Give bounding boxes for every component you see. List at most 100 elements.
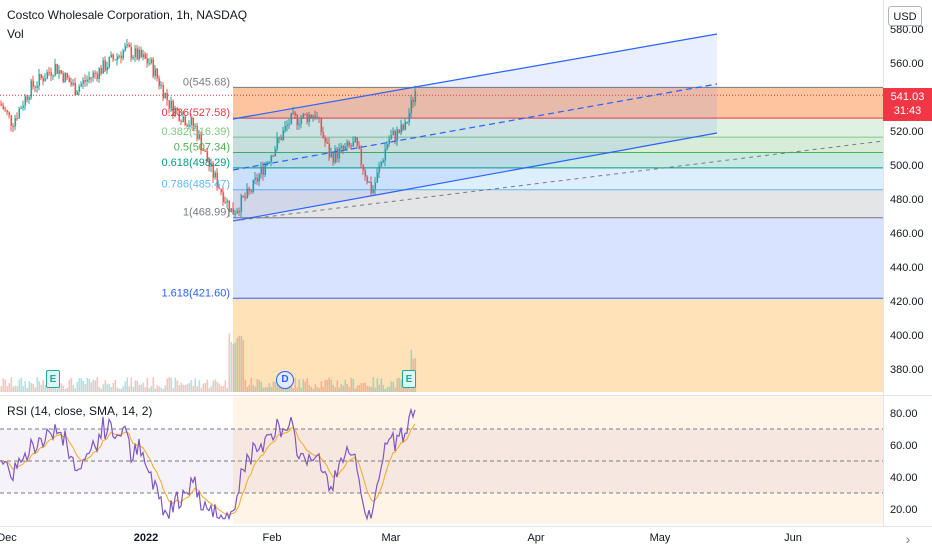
volume-bar: [124, 381, 127, 392]
volume-bar: [70, 377, 73, 392]
candle-body: [302, 113, 305, 119]
candle-body: [80, 83, 83, 87]
time-tick-label: May: [650, 532, 671, 544]
candle-body: [152, 59, 155, 77]
volume-bar: [30, 383, 33, 392]
volume-bar: [228, 333, 231, 392]
volume-bar: [368, 386, 371, 392]
volume-bar: [330, 379, 333, 392]
volume-bar: [190, 380, 193, 392]
candle-body: [132, 57, 135, 59]
candle-body: [248, 188, 251, 191]
currency-button[interactable]: USD: [888, 6, 922, 26]
candle-body: [100, 68, 103, 74]
volume-bar: [80, 378, 83, 392]
volume-bar: [178, 385, 181, 392]
rsi-tick-label: 60.00: [890, 440, 918, 452]
scroll-arrow-icon: ›: [906, 531, 911, 547]
rsi-tick-label: 80.00: [890, 408, 918, 420]
candle-body: [210, 163, 213, 167]
earnings-event-icon[interactable]: E: [402, 370, 416, 388]
symbol-title[interactable]: Costco Wholesale Corporation, 1h, NASDAQ: [7, 8, 248, 22]
candle-body: [204, 150, 207, 152]
candle-body: [340, 145, 343, 149]
candle-body: [372, 189, 375, 193]
volume-bar: [32, 383, 35, 392]
volume-bar: [264, 387, 267, 392]
candle-body: [328, 143, 331, 158]
volume-bar: [128, 386, 131, 392]
volume-bar: [42, 380, 45, 392]
volume-bar: [322, 386, 325, 392]
candle-body: [130, 46, 133, 59]
volume-bar: [0, 386, 3, 392]
candle-body: [170, 101, 173, 109]
candle-body: [404, 121, 407, 130]
candle-body: [136, 48, 139, 60]
volume-bar: [376, 378, 379, 392]
volume-bar: [366, 385, 369, 392]
volume-bar: [252, 385, 255, 392]
candle-body: [246, 188, 249, 198]
earnings-event-icon[interactable]: E: [46, 370, 60, 388]
candle-body: [68, 77, 71, 83]
volume-bar: [216, 381, 219, 392]
candle-body: [288, 124, 291, 126]
candle-body: [72, 82, 75, 85]
volume-bar: [222, 386, 225, 392]
candle-body: [198, 134, 201, 140]
volume-bar: [14, 385, 17, 392]
dividend-event-icon[interactable]: D: [276, 371, 294, 389]
candle-body: [42, 77, 45, 82]
volume-bar: [212, 380, 215, 392]
candle-body: [324, 137, 327, 143]
price-tick-label: 500.00: [890, 160, 924, 172]
candle-body: [406, 121, 409, 123]
volume-bar: [304, 381, 307, 392]
volume-bar: [186, 384, 189, 392]
candle-body: [138, 49, 141, 60]
volume-bar: [306, 378, 309, 392]
volume-bar: [126, 377, 129, 392]
candle-body: [264, 164, 267, 175]
candle-body: [362, 164, 365, 171]
fib-band: [233, 217, 883, 299]
volume-bar: [360, 383, 363, 392]
candle-body: [336, 148, 339, 159]
volume-bar: [164, 385, 167, 392]
price-tick-label: 440.00: [890, 262, 924, 274]
candle-body: [36, 85, 39, 88]
candle-body: [74, 82, 77, 95]
volume-bar: [380, 378, 383, 392]
candle-body: [230, 208, 233, 213]
candle-body: [208, 161, 211, 167]
candle-body: [368, 181, 371, 183]
candle-body: [216, 172, 219, 188]
volume-bar: [100, 388, 103, 392]
fib-level-label: 0.5(507.34): [174, 142, 230, 154]
volume-label[interactable]: Vol: [7, 27, 24, 41]
candle-body: [356, 137, 359, 146]
candle-body: [10, 115, 13, 126]
volume-bar: [388, 386, 391, 392]
volume-bar: [12, 386, 15, 392]
candle-body: [8, 112, 11, 116]
candle-body: [376, 172, 379, 183]
volume-bar: [166, 378, 169, 392]
volume-bar: [348, 386, 351, 392]
candle-body: [214, 172, 217, 178]
volume-bar: [94, 380, 97, 392]
candle-body: [300, 118, 303, 125]
candle-body: [388, 139, 391, 145]
volume-bar: [308, 384, 311, 392]
candle-body: [140, 49, 143, 58]
rsi-label[interactable]: RSI (14, close, SMA, 14, 2): [7, 404, 153, 418]
volume-bar: [246, 386, 249, 392]
volume-bar: [168, 377, 171, 392]
candle-body: [196, 125, 199, 140]
volume-bar: [106, 384, 109, 392]
volume-bar: [138, 384, 141, 392]
